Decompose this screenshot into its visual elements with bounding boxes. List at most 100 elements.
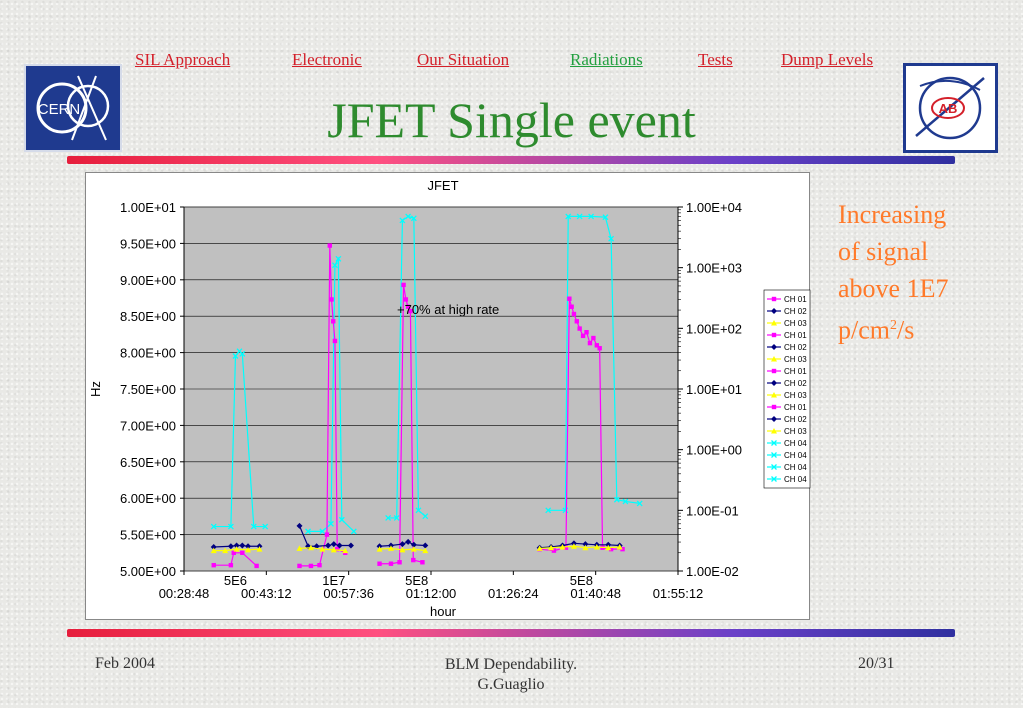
ab-logo-text: AB — [939, 101, 958, 116]
data-point — [313, 543, 320, 550]
data-point — [308, 563, 314, 569]
series-ch-02 — [376, 538, 429, 550]
data-point — [329, 297, 334, 302]
jfet-chart: JFET 1.00E+01 9.50E+00 9.00E+00 8.50E+00 8.00… — [88, 178, 811, 619]
data-point — [239, 542, 246, 549]
legend-entry: CH 04 — [767, 463, 807, 472]
data-point — [350, 528, 357, 535]
series-line — [539, 545, 620, 550]
data-point — [570, 543, 577, 549]
series-ch-01 — [211, 550, 259, 569]
data-point — [771, 464, 777, 470]
data-point — [324, 532, 330, 537]
y-right-tick-label: 1.00E+04 — [686, 200, 742, 215]
data-point — [319, 528, 326, 535]
data-point — [551, 548, 557, 553]
legend-label: CH 03 — [784, 391, 807, 400]
data-point — [580, 333, 586, 339]
data-point — [636, 500, 643, 507]
data-point — [771, 476, 777, 482]
legend-entry: CH 02 — [767, 415, 807, 424]
data-point — [245, 543, 252, 550]
legend-label: CH 03 — [784, 427, 807, 436]
series-ch-01 — [537, 296, 625, 553]
data-point — [588, 213, 595, 220]
data-point — [347, 542, 354, 549]
nav-link-sil-approach[interactable]: SIL Approach — [135, 50, 231, 69]
data-point — [415, 507, 422, 514]
series-ch-04 — [385, 213, 429, 521]
y-right-tick-label: 1.00E+00 — [686, 443, 742, 458]
data-point — [405, 304, 411, 309]
data-point — [771, 452, 777, 458]
y-right-tick-label: 1.00E+02 — [686, 321, 742, 336]
data-point — [376, 546, 383, 552]
y-left-tick-label: 6.00E+00 — [120, 491, 176, 506]
legend-label: CH 01 — [784, 331, 807, 340]
data-point — [327, 520, 334, 527]
data-point — [771, 368, 777, 374]
top-divider — [67, 156, 955, 164]
footer-center-line1: BLM Dependability. — [444, 656, 578, 673]
legend-label: CH 02 — [784, 379, 807, 388]
legend-label: CH 01 — [784, 367, 807, 376]
legend-label: CH 02 — [784, 343, 807, 352]
chart-annotation: +70% at high rate — [397, 302, 499, 317]
data-point — [574, 319, 579, 324]
ab-logo: AB — [903, 63, 998, 153]
data-point — [771, 356, 777, 362]
series-ch-01 — [377, 282, 425, 566]
series-ch-03 — [376, 545, 429, 554]
data-point — [296, 545, 303, 551]
legend-label: CH 01 — [784, 403, 807, 412]
data-point — [397, 560, 402, 565]
y-left-tick-label: 7.00E+00 — [120, 418, 176, 433]
data-point — [387, 545, 394, 551]
data-point — [559, 543, 566, 550]
data-point — [408, 308, 413, 314]
data-point — [410, 541, 417, 548]
data-point — [211, 562, 216, 568]
legend-entry: CH 01 — [767, 367, 807, 376]
x-tick-label: 00:43:12 — [241, 586, 292, 601]
y-left-tick-label: 9.00E+00 — [120, 273, 176, 288]
x-axis-label: hour — [430, 604, 457, 619]
chart-annotation: 5E8 — [570, 573, 593, 588]
ab-logo-icon: AB — [915, 76, 985, 140]
side-note-unit: p/cm — [838, 315, 890, 345]
nav-link-electronic[interactable]: Electronic — [292, 50, 362, 69]
data-point — [233, 542, 240, 549]
y-right-tick-label: 1.00E-01 — [686, 503, 739, 518]
data-point — [591, 335, 596, 341]
data-point — [231, 550, 236, 555]
data-point — [331, 319, 336, 324]
data-point — [325, 542, 332, 549]
legend-label: CH 04 — [784, 451, 807, 460]
legend-label: CH 02 — [784, 415, 807, 424]
data-point — [335, 546, 340, 552]
chart-panel: JFET 1.00E+01 9.50E+00 9.00E+00 8.50E+00 8.00… — [85, 172, 811, 620]
data-point — [582, 541, 589, 548]
legend-label: CH 02 — [784, 307, 807, 316]
nav-link-radiations[interactable]: Radiations — [570, 50, 643, 69]
data-point — [771, 308, 777, 314]
data-point — [613, 496, 620, 503]
nav-link-tests[interactable]: Tests — [698, 50, 733, 69]
data-point — [335, 255, 342, 262]
data-point — [771, 380, 777, 386]
x-tick-label: 01:40:48 — [570, 586, 621, 601]
series-ch-04 — [305, 255, 357, 535]
x-tick-label: 00:57:36 — [323, 586, 374, 601]
data-point — [584, 330, 589, 335]
data-point — [771, 296, 777, 302]
side-note-exponent: 2 — [890, 318, 897, 333]
data-point — [240, 550, 245, 555]
data-point — [616, 543, 623, 550]
data-point — [403, 297, 409, 302]
data-point — [420, 560, 425, 565]
nav-bar: SIL Approach Electronic Our Situation Ra… — [0, 50, 1023, 72]
data-point — [377, 561, 382, 566]
nav-link-our-situation[interactable]: Our Situation — [417, 50, 510, 69]
nav-link-dump-levels[interactable]: Dump Levels — [781, 50, 874, 69]
series-ch-04 — [210, 348, 269, 530]
